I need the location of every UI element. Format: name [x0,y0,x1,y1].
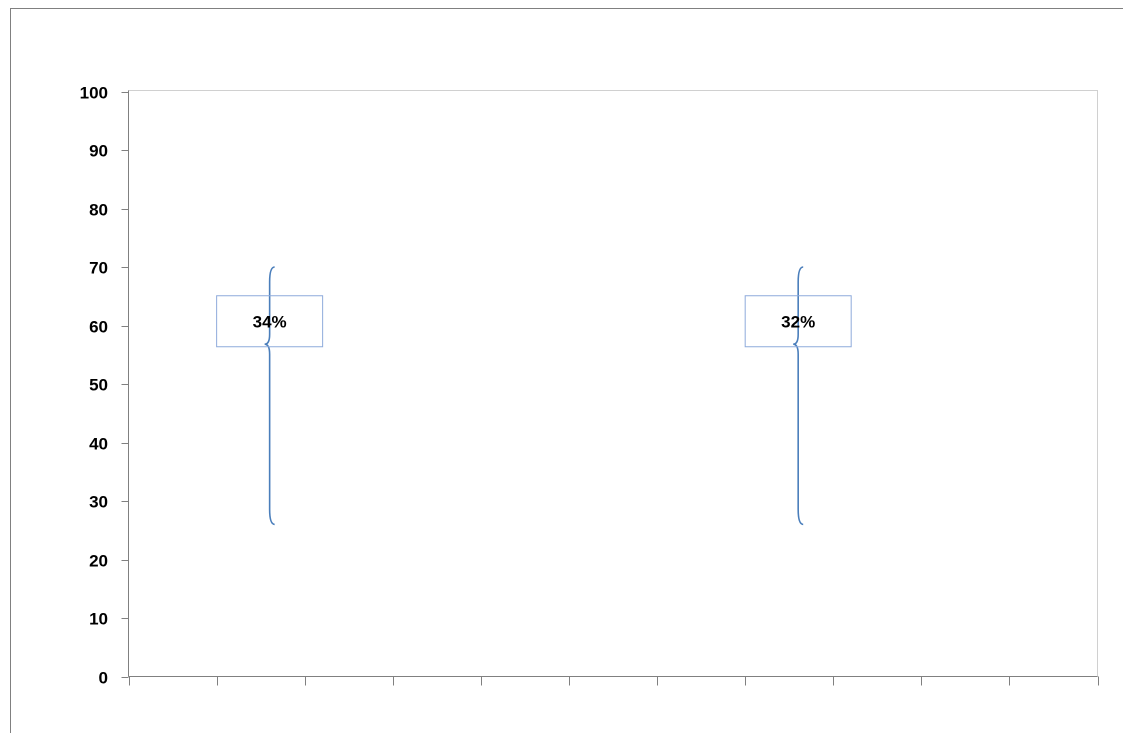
y-tick-label: 60 [89,318,108,337]
y-axis: 0 10 20 30 40 50 60 70 80 90 100 [80,84,129,688]
label-box [216,295,324,348]
curly-brace [793,266,804,526]
percentage-label: 32% [781,312,815,331]
y-tick-label: 0 [99,669,108,688]
annotations: 34% 32% [216,266,852,526]
curly-brace [264,266,275,526]
percentage-label: 34% [253,312,287,331]
y-tick-label: 40 [89,435,108,454]
y-tick-label: 100 [80,84,108,103]
y-tick-label: 10 [89,610,108,629]
x-axis [128,676,1099,686]
y-tick-label: 70 [89,259,108,278]
y-tick-label: 90 [89,142,108,161]
label-box [744,295,852,348]
y-tick-label: 50 [89,376,108,395]
chart-border [10,8,1123,733]
y-tick-label: 80 [89,201,108,220]
plot-area [128,90,1098,677]
y-tick-label: 30 [89,493,108,512]
y-tick-label: 20 [89,552,108,571]
